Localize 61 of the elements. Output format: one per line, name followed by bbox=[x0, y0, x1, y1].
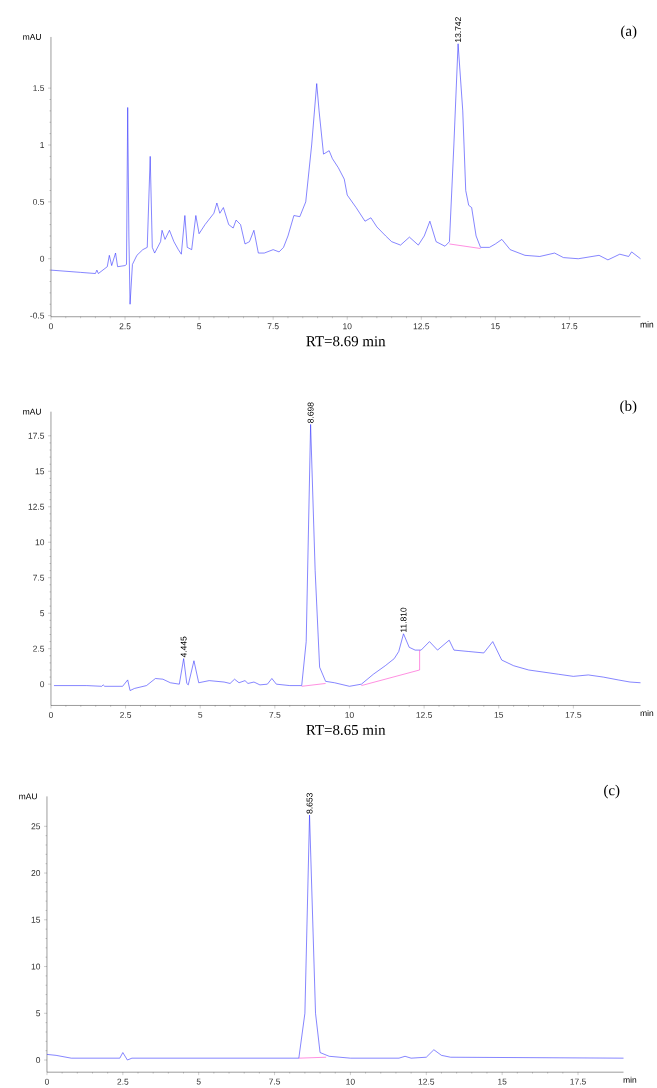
x-axis-title: min bbox=[623, 1076, 637, 1083]
y-axis-title: mAU bbox=[19, 793, 37, 800]
y-tick-label: -0.5 bbox=[30, 312, 45, 319]
annotation: (a) bbox=[621, 25, 637, 40]
y-tick-label: 10 bbox=[31, 963, 41, 970]
y-tick-label: 12.5 bbox=[28, 503, 45, 510]
x-tick-label: 10 bbox=[345, 711, 354, 718]
x-tick-label: 5 bbox=[196, 1078, 201, 1085]
x-tick-label: 17.5 bbox=[561, 323, 578, 330]
line-series bbox=[50, 43, 641, 305]
x-tick-label: 2.5 bbox=[120, 711, 132, 718]
x-tick-label: 10 bbox=[346, 1078, 355, 1085]
x-tick-label: 5 bbox=[198, 711, 203, 718]
annotation: (b) bbox=[620, 400, 637, 415]
x-axis-title: min bbox=[640, 321, 654, 328]
x-tick-label: 0 bbox=[48, 323, 53, 330]
y-axis-title: mAU bbox=[23, 34, 41, 40]
x-tick-label: 15 bbox=[498, 1078, 507, 1085]
y-tick-label: 15 bbox=[31, 916, 41, 923]
y-tick-label: 17.5 bbox=[28, 432, 45, 439]
y-tick-label: 0 bbox=[40, 255, 45, 262]
x-tick-label: 12.5 bbox=[413, 323, 430, 330]
x-tick-label: 17.5 bbox=[565, 711, 582, 718]
x-tick-label: 7.5 bbox=[267, 323, 279, 330]
y-tick-label: 0 bbox=[40, 681, 45, 688]
y-axis-title: mAU bbox=[23, 408, 41, 415]
y-tick-label: 15 bbox=[35, 468, 45, 475]
y-tick-label: 10 bbox=[35, 539, 45, 546]
y-tick-label: 0 bbox=[36, 1057, 41, 1064]
x-tick-label: 2.5 bbox=[119, 323, 131, 330]
annotation: 4.445 bbox=[180, 636, 187, 658]
annotation: (c) bbox=[604, 784, 620, 799]
x-tick-label: 7.5 bbox=[269, 1078, 281, 1085]
annotation: 8.653 bbox=[306, 793, 313, 814]
y-tick-label: 25 bbox=[31, 823, 41, 830]
x-tick-label: 7.5 bbox=[269, 711, 281, 718]
line-series bbox=[53, 424, 641, 691]
annotation: 11.810 bbox=[400, 607, 407, 632]
x-axis-title: min bbox=[640, 709, 654, 717]
x-tick-label: 15 bbox=[494, 711, 504, 718]
annotation: 8.698 bbox=[307, 402, 314, 423]
x-tick-label: 17.5 bbox=[570, 1078, 586, 1085]
x-tick-label: 12.5 bbox=[418, 1078, 435, 1085]
y-tick-label: 5 bbox=[36, 1010, 41, 1017]
text: RT=8.69 min bbox=[306, 336, 386, 347]
x-tick-label: 5 bbox=[197, 323, 202, 330]
text: RT=8.65 min bbox=[306, 724, 386, 736]
line-series bbox=[46, 814, 624, 1061]
y-tick-label: 20 bbox=[31, 870, 41, 877]
y-tick-label: 7.5 bbox=[33, 574, 45, 581]
x-tick-label: 15 bbox=[491, 323, 500, 330]
y-tick-label: 0.5 bbox=[33, 198, 45, 205]
y-tick-label: 2.5 bbox=[33, 645, 45, 652]
y-tick-label: 1 bbox=[40, 142, 45, 148]
y-tick-label: 1.5 bbox=[33, 85, 45, 92]
x-tick-label: 2.5 bbox=[117, 1078, 129, 1085]
x-tick-label: 0 bbox=[48, 711, 53, 718]
annotation: 13.742 bbox=[455, 17, 462, 42]
y-tick-label: 5 bbox=[40, 610, 45, 617]
x-tick-label: 12.5 bbox=[416, 711, 432, 718]
x-tick-label: 10 bbox=[343, 323, 352, 330]
